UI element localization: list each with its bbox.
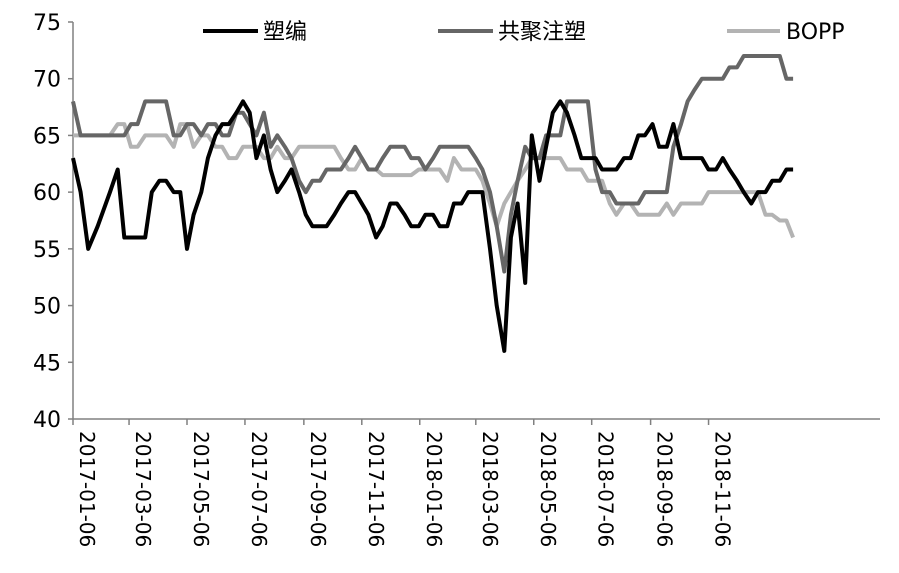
y-tick-label: 65 (33, 124, 61, 149)
series-line-0 (71, 99, 794, 353)
x-tick-label: 2017-07-06 (247, 431, 271, 547)
x-tick-label: 2018-03-06 (478, 431, 502, 547)
legend-label-1: 共聚注塑 (498, 20, 586, 45)
x-tick-label: 2018-05-06 (536, 431, 560, 547)
y-tick-label: 75 (33, 11, 61, 36)
legend-label-2: BOPP (786, 20, 845, 45)
x-tick-label: 2017-05-06 (189, 431, 213, 547)
y-tick-label: 70 (33, 68, 61, 93)
series-line-2 (73, 122, 795, 239)
x-tick-label: 2018-01-06 (422, 431, 446, 547)
x-tick-label: 2017-01-06 (75, 431, 99, 547)
series-lines (71, 54, 795, 353)
series-line-1 (71, 54, 794, 274)
x-tick-label: 2018-07-06 (594, 431, 618, 547)
y-tick-label: 60 (33, 181, 61, 206)
axes: 40 45 50 55 60 65 70 75 2017-01-06 2017-03-06 2017… (33, 11, 880, 547)
x-tick-label: 2017-09-06 (306, 431, 330, 547)
y-tick-label: 50 (33, 295, 61, 320)
y-tick-label: 55 (33, 238, 61, 263)
y-tick-label: 40 (33, 408, 61, 433)
x-tick-label: 2017-03-06 (131, 431, 155, 547)
x-tick-label: 2018-09-06 (653, 431, 677, 547)
legend-label-0: 塑编 (263, 20, 307, 45)
x-tick-label: 2017-11-06 (364, 431, 388, 547)
y-tick-label: 45 (33, 351, 61, 376)
x-tick-label: 2018-11-06 (711, 431, 735, 547)
legend: 塑编 共聚注塑 BOPP (203, 20, 845, 45)
